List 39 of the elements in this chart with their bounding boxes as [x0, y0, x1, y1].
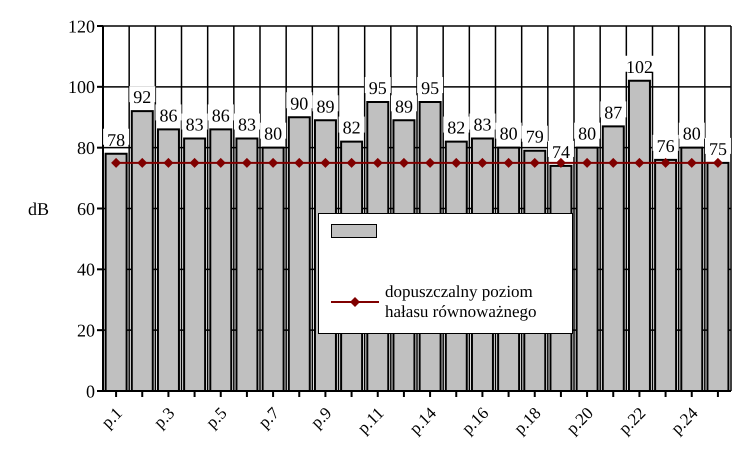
y-tick-label: 80 [77, 138, 95, 158]
data-label: 89 [316, 96, 334, 116]
data-label: 83 [238, 114, 256, 135]
data-label: 79 [526, 126, 544, 147]
y-tick-label: 20 [77, 320, 95, 341]
data-label: 86 [212, 105, 230, 126]
data-label: 86 [159, 105, 178, 126]
data-label: 95 [421, 78, 440, 98]
data-label: 83 [473, 114, 492, 135]
data-label: 82 [447, 118, 466, 138]
data-label: 80 [264, 124, 282, 144]
data-label: 82 [342, 118, 361, 138]
data-label: 92 [133, 87, 152, 108]
data-label: 89 [394, 96, 413, 116]
y-tick-label: 100 [68, 77, 95, 98]
x-tick-label: p.1 [98, 403, 126, 432]
data-label: 80 [578, 124, 596, 144]
x-tick-label: p.7 [254, 403, 284, 432]
x-tick-label: p.9 [306, 403, 336, 432]
data-label: 80 [682, 124, 701, 144]
data-label: 90 [290, 93, 308, 114]
y-tick-label: 40 [77, 260, 95, 280]
data-label: 74 [552, 142, 570, 162]
y-tick-label: 0 [86, 381, 95, 402]
data-label: 80 [500, 124, 518, 144]
data-label: 102 [626, 56, 653, 77]
x-tick-label: p.5 [202, 403, 231, 432]
y-tick-label: 60 [77, 198, 95, 219]
data-label: 83 [186, 114, 204, 135]
data-label: 76 [656, 136, 675, 156]
data-label: 78 [107, 130, 126, 150]
y-tick-label: 120 [68, 16, 95, 36]
x-tick-label: p.3 [150, 403, 178, 432]
data-label: 75 [708, 138, 727, 159]
data-label: 95 [368, 78, 387, 98]
legend-label: dopuszczalny poziom hałasu równoważnego [385, 282, 538, 323]
y-axis-title: dB [28, 198, 50, 219]
x-tick-label: p.11 [354, 403, 388, 438]
data-label: 87 [604, 102, 622, 122]
